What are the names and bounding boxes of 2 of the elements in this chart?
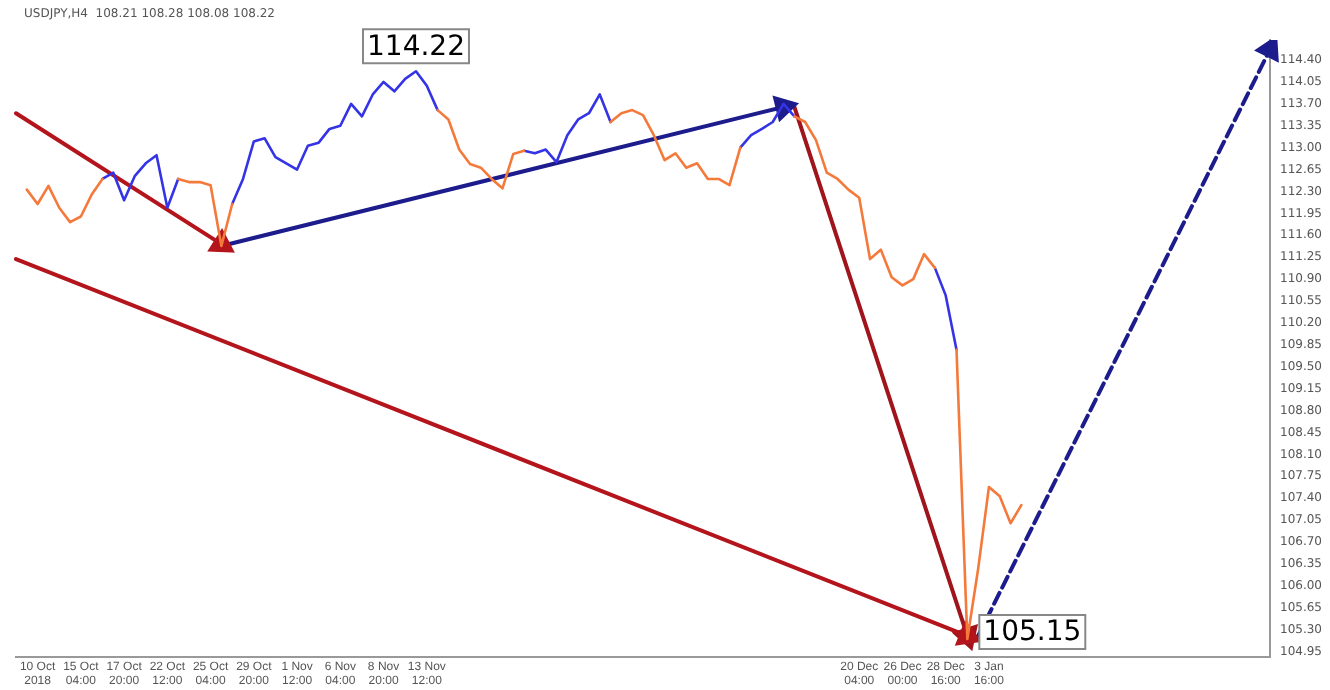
- annotation: 105.15: [983, 616, 1082, 649]
- annotation: 114.22: [367, 30, 465, 63]
